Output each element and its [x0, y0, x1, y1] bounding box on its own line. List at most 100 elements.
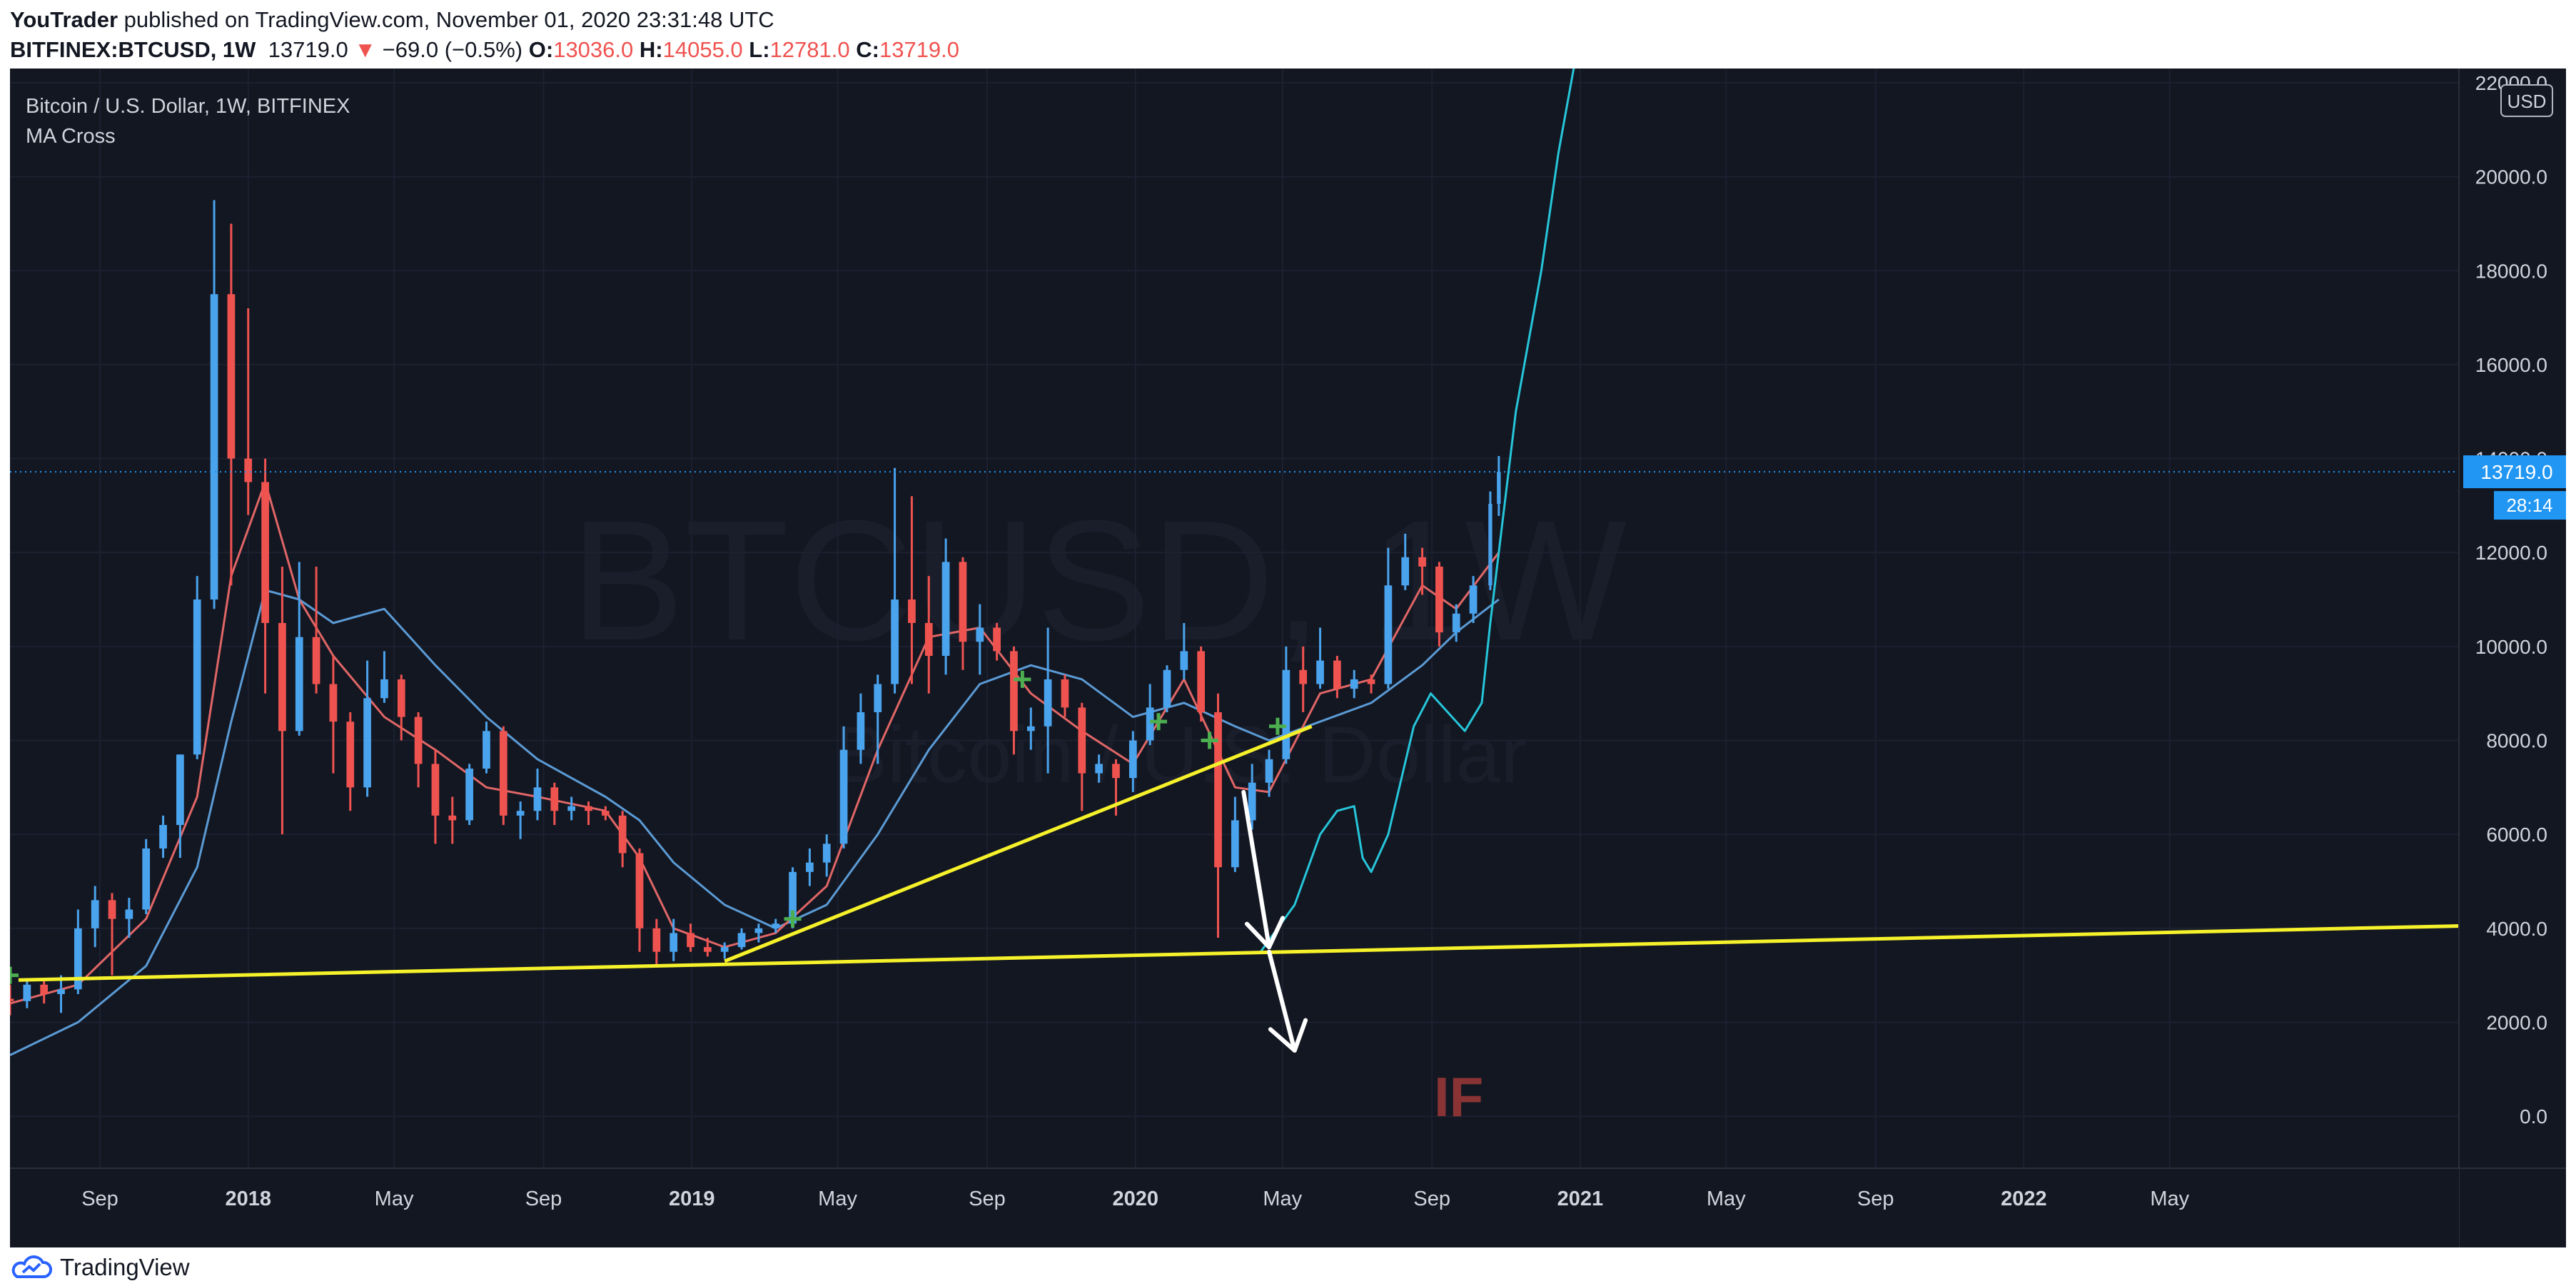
candle-body [329, 684, 338, 722]
candle-body [278, 622, 286, 731]
candle-body [1265, 759, 1273, 783]
candle-body [295, 637, 303, 731]
high-label: H: [639, 37, 663, 62]
tradingview-brand: TradingView [60, 1254, 190, 1280]
symbol-label: BITFINEX:BTCUSD, 1W [10, 37, 256, 62]
candle-body [567, 806, 576, 811]
time-tick-label: Sep [525, 1188, 562, 1210]
candle-body [1078, 707, 1086, 774]
projection-curve [1259, 59, 1577, 953]
chart-legend-title: Bitcoin / U.S. Dollar, 1W, BITFINEX [26, 95, 350, 118]
candle-body [1197, 651, 1206, 713]
candle-body [516, 811, 525, 816]
candle-body [976, 627, 984, 642]
symbol-watermark: BTCUSD, 1W Bitcoin / U.S. Dollar [570, 485, 1627, 799]
price-change: −69.0 (−0.5%) [382, 37, 523, 62]
price-tick-label: 18000.0 [2475, 260, 2547, 282]
time-tick-label: Sep [1413, 1188, 1450, 1210]
candle-body [6, 998, 14, 1001]
candle-body [1044, 679, 1052, 726]
candle-body [465, 769, 473, 821]
candle-body [142, 848, 151, 910]
price-scale-bg[interactable] [2459, 69, 2566, 1168]
candle-body [1095, 764, 1103, 774]
candle-body [720, 947, 729, 952]
candle-body [1497, 472, 1501, 505]
candle-body [40, 984, 49, 994]
arrow-head [1268, 1027, 1297, 1053]
candle-body [1452, 613, 1460, 633]
indicator-legend[interactable]: MA Cross [26, 125, 116, 148]
price-tick-label: 6000.0 [2486, 824, 2547, 846]
trendline [724, 724, 1313, 963]
candle-body [1128, 740, 1137, 779]
candle-body [210, 294, 218, 600]
price-tick-label: 2000.0 [2486, 1011, 2547, 1033]
annotation-if: IF [1434, 1065, 1483, 1128]
candle-body [499, 731, 507, 816]
publish-date: published on TradingView.com, November 0… [123, 7, 774, 32]
candle-body [652, 928, 661, 952]
price-tick-label: 20000.0 [2475, 166, 2547, 188]
candle-body [772, 923, 780, 928]
candle-body [1401, 557, 1410, 586]
candle-body [483, 731, 490, 769]
down-arrow-icon: ▼ [354, 37, 377, 62]
price-tick-label: 8000.0 [2486, 730, 2547, 752]
candle-body [1061, 679, 1069, 708]
candle-body [1282, 669, 1290, 759]
countdown-label: 28:14 [2506, 495, 2552, 516]
open-label: O: [528, 37, 554, 62]
arrow-head [1244, 921, 1272, 950]
time-tick-label: May [2150, 1188, 2189, 1210]
ma-fast-layer [9, 481, 1500, 1005]
trendlines-layer [18, 724, 2460, 982]
candle-body [1248, 782, 1256, 821]
candle-body [1026, 726, 1035, 731]
candle-body [414, 717, 423, 764]
price-chart[interactable]: BTCUSD, 1W Bitcoin / U.S. Dollar IF 0.0 2… [1, 59, 2566, 1247]
last-price-badge: 13719.0 28:14 [2463, 455, 2566, 520]
arrow-shaft [1267, 949, 1297, 1053]
arrow-head [1267, 916, 1286, 950]
candle-body [193, 599, 201, 755]
candle-body [1333, 660, 1341, 689]
candle-body [57, 989, 65, 994]
candle-body [924, 622, 933, 657]
candle-body [704, 947, 712, 952]
last-price-label: 13719.0 [2480, 461, 2552, 483]
arrows-layer [1241, 789, 1308, 1053]
low-label: L: [749, 37, 770, 62]
candle-body [533, 787, 542, 811]
currency-label: USD [2507, 91, 2547, 112]
candle-body [1112, 764, 1120, 779]
footer: TradingView [0, 1247, 2576, 1286]
candle-body [601, 811, 610, 816]
tradingview-logo[interactable]: TradingView [10, 1253, 190, 1282]
time-tick-label: May [1263, 1188, 1302, 1210]
candle-body [431, 764, 440, 816]
candle-body [261, 482, 269, 623]
candle-body [1488, 504, 1492, 586]
candle-body [874, 684, 882, 713]
candle-body [789, 871, 797, 924]
time-tick-label: May [818, 1188, 857, 1210]
close-label: C: [856, 37, 879, 62]
candle-body [176, 754, 184, 825]
candle-body [1180, 651, 1188, 670]
ohlc-bar: BITFINEX:BTCUSD, 1W 13719.0 ▼ −69.0 (−0.… [10, 37, 959, 63]
candle-body [1350, 679, 1358, 689]
tradingview-cloud-icon [11, 1255, 52, 1278]
candle-body [1163, 669, 1171, 708]
publish-info: YouTrader published on TradingView.com, … [10, 7, 774, 33]
candle-body [1435, 566, 1443, 633]
chart-area[interactable]: BTCUSD, 1W Bitcoin / U.S. Dollar IF 0.0 2… [1, 59, 2566, 1247]
ma-slow-line [9, 589, 1500, 1056]
candle-body [941, 562, 950, 657]
candle-body [125, 909, 133, 919]
price-tick-label: 4000.0 [2486, 918, 2547, 940]
time-axis-labels: Sep 2018 May Sep 2019 May Sep 2020 May Sep 2021 May… [81, 1188, 2189, 1210]
time-scale-bg[interactable] [10, 1168, 2459, 1247]
currency-badge[interactable]: USD [2500, 84, 2553, 117]
author-name[interactable]: YouTrader [10, 7, 118, 32]
